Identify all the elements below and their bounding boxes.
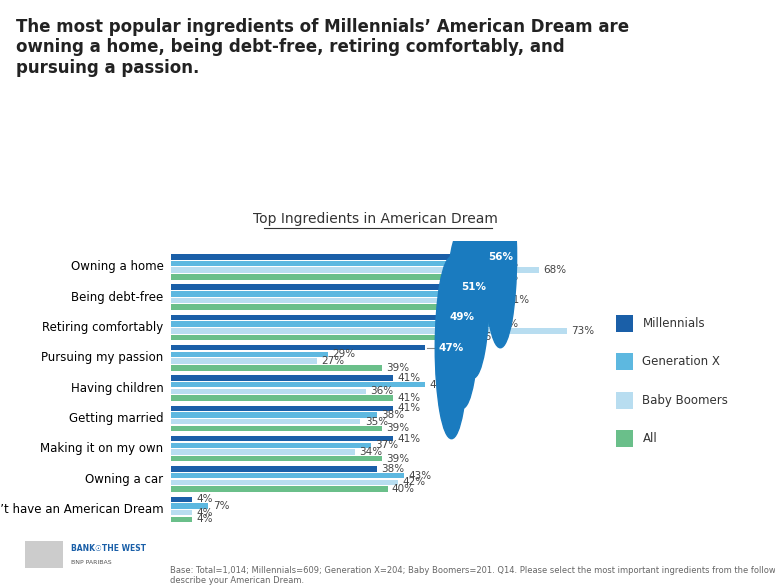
Bar (170, 322, 491, 327)
Text: BANK☉THE WEST: BANK☉THE WEST (71, 544, 146, 553)
Bar (170, 510, 192, 515)
Text: 4%: 4% (197, 495, 213, 505)
Text: Millennials: Millennials (642, 317, 705, 330)
Text: 29%: 29% (332, 349, 355, 359)
Text: Top Ingredients in American Dream: Top Ingredients in American Dream (253, 212, 498, 226)
Text: 40%: 40% (392, 484, 415, 494)
Text: 42%: 42% (403, 477, 425, 487)
Text: 50%: 50% (446, 289, 469, 299)
Text: 7%: 7% (213, 501, 229, 511)
Text: 35%: 35% (365, 417, 388, 427)
Bar (170, 335, 474, 340)
Bar (170, 456, 382, 462)
Bar (170, 345, 425, 350)
Bar (170, 395, 393, 401)
Text: 41%: 41% (398, 393, 420, 403)
Bar (170, 375, 393, 381)
Text: 37%: 37% (376, 440, 398, 450)
Bar (170, 389, 366, 394)
Text: 39%: 39% (387, 363, 409, 373)
Bar (170, 305, 458, 310)
Text: 36%: 36% (370, 386, 393, 396)
Bar (170, 352, 328, 357)
Bar (170, 466, 377, 472)
Circle shape (457, 196, 490, 378)
Text: 41%: 41% (398, 434, 420, 444)
Text: Baby Boomers: Baby Boomers (642, 393, 728, 407)
Bar (170, 268, 539, 273)
Text: 27%: 27% (322, 356, 344, 366)
Bar (170, 254, 474, 259)
FancyBboxPatch shape (25, 541, 63, 567)
Text: 47%: 47% (439, 343, 464, 353)
Bar (170, 443, 371, 448)
Text: BNP PARIBAS: BNP PARIBAS (71, 560, 112, 565)
Text: 61%: 61% (506, 296, 529, 306)
Text: 51%: 51% (460, 282, 486, 292)
Bar (170, 497, 192, 502)
Circle shape (436, 257, 468, 439)
Bar (170, 298, 501, 303)
Bar (170, 419, 360, 425)
Text: 49%: 49% (449, 312, 475, 322)
Text: 47%: 47% (430, 380, 453, 390)
Bar (170, 291, 442, 296)
Bar (170, 480, 398, 485)
Text: 59%: 59% (495, 272, 518, 282)
Text: 41%: 41% (398, 403, 420, 413)
Text: 73%: 73% (571, 326, 594, 336)
Text: The most popular ingredients of Millennials’ American Dream are
owning a home, b: The most popular ingredients of Millenni… (16, 18, 629, 77)
Text: 38%: 38% (381, 410, 404, 420)
Bar (170, 328, 567, 333)
Bar (170, 261, 491, 266)
Bar (170, 365, 382, 370)
Bar (170, 517, 192, 522)
Text: 34%: 34% (360, 447, 382, 457)
Bar (170, 473, 404, 479)
Text: 56%: 56% (479, 332, 501, 342)
Text: 4%: 4% (197, 514, 213, 524)
Text: Generation X: Generation X (642, 355, 720, 369)
Text: 4%: 4% (197, 507, 213, 517)
Bar (170, 436, 393, 442)
Text: All: All (642, 432, 657, 445)
Bar (170, 486, 388, 492)
Text: 68%: 68% (544, 265, 567, 275)
Text: Base: Total=1,014; Millennials=609; Generation X=204; Baby Boomers=201. Q14. Ple: Base: Total=1,014; Millennials=609; Gene… (170, 566, 775, 585)
Text: 56%: 56% (487, 252, 513, 262)
Bar (170, 285, 447, 290)
Bar (170, 358, 317, 364)
Text: 43%: 43% (408, 470, 431, 480)
Bar (170, 406, 393, 411)
Text: 59%: 59% (495, 319, 518, 329)
Text: 59%: 59% (495, 259, 518, 269)
Text: 39%: 39% (387, 454, 409, 464)
Circle shape (484, 166, 517, 348)
Bar (170, 503, 208, 509)
Bar (170, 315, 436, 320)
Text: 38%: 38% (381, 464, 404, 474)
Circle shape (446, 226, 479, 409)
Text: 41%: 41% (398, 373, 420, 383)
Bar (170, 412, 377, 418)
Text: 39%: 39% (387, 423, 409, 433)
Bar (170, 382, 425, 387)
Bar (170, 449, 355, 455)
Bar (170, 426, 382, 431)
Bar (170, 274, 491, 279)
Text: 53%: 53% (463, 302, 485, 312)
